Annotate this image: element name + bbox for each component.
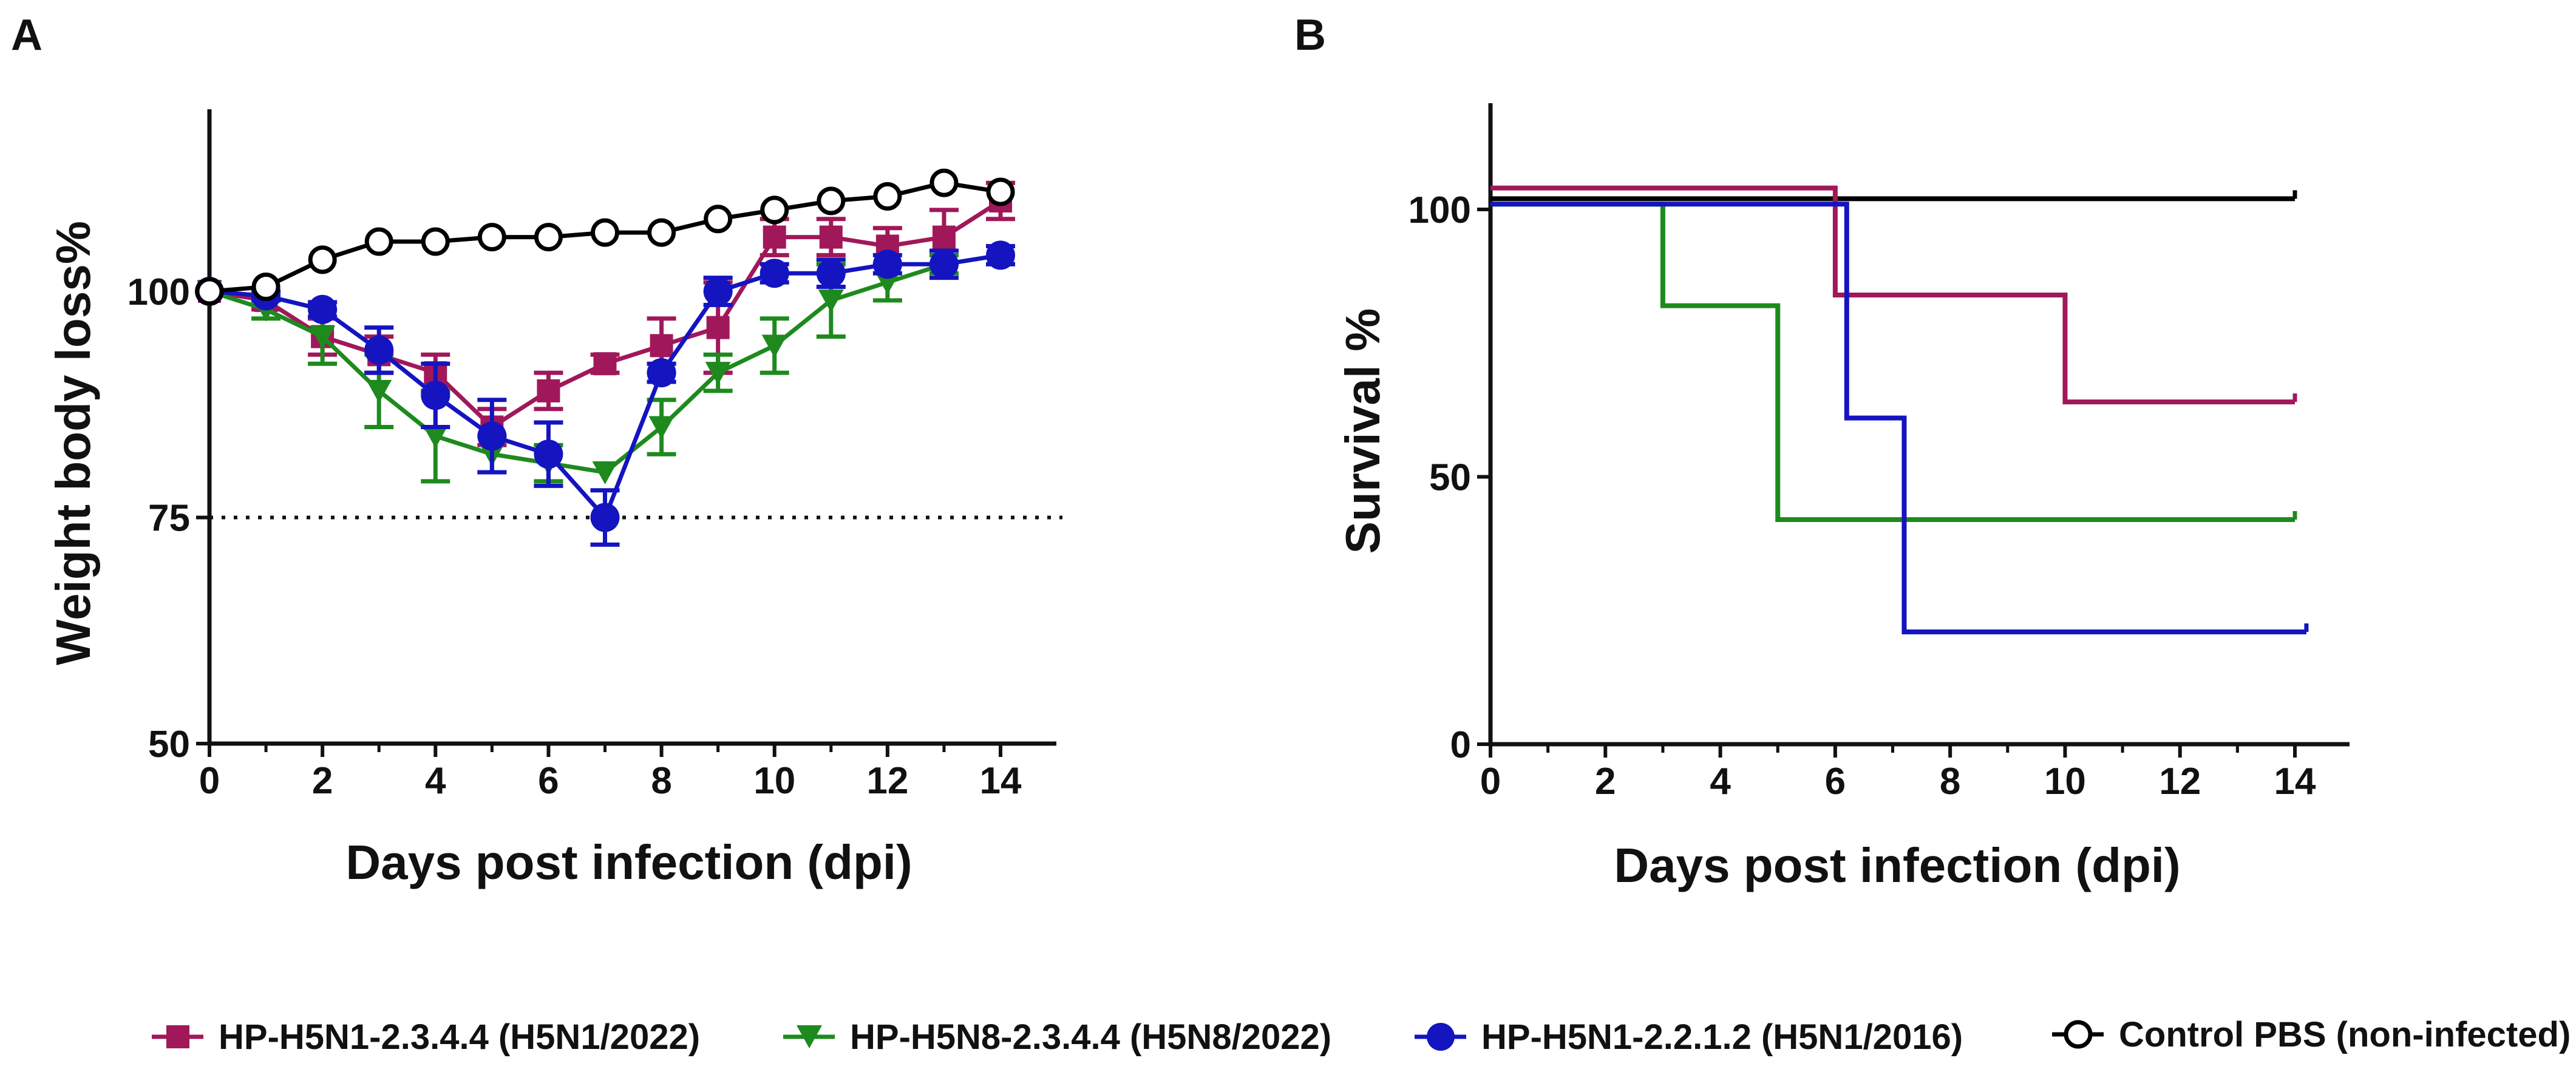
data-point <box>195 277 224 306</box>
data-point <box>873 182 902 211</box>
legend-label: Control PBS (non-infected) <box>2119 1015 2571 1054</box>
data-point <box>590 503 620 532</box>
x-tick-label: 12 <box>2159 761 2201 802</box>
x-tick-label: 4 <box>425 760 446 802</box>
survival-step-line <box>1490 202 2295 522</box>
data-point <box>592 461 618 484</box>
x-tick-label: 6 <box>1825 761 1846 802</box>
panel-label-b: B <box>1294 11 1326 59</box>
y-axis-label: Weight body loss% <box>46 221 100 665</box>
data-point <box>537 379 560 402</box>
legend-item: Control PBS (non-infected) <box>2052 1015 2571 1054</box>
x-tick-label: 8 <box>1940 761 1960 802</box>
data-point <box>477 223 506 252</box>
x-tick-label: 0 <box>199 760 220 802</box>
data-point <box>760 195 789 225</box>
data-point <box>817 186 846 215</box>
data-point <box>704 205 733 234</box>
data-point <box>591 218 619 247</box>
data-point <box>423 425 449 449</box>
survival-step-line <box>1490 185 2295 405</box>
triangle-marker-icon <box>797 1025 822 1048</box>
y-tick-label: 50 <box>148 724 190 765</box>
data-point <box>816 259 846 288</box>
legend-label: HP-H5N8-2.3.4.4 (H5N8/2022) <box>850 1017 1331 1057</box>
x-tick-label: 10 <box>753 760 795 802</box>
axes <box>1477 103 2350 758</box>
data-point <box>706 316 730 339</box>
panel-label-a: A <box>11 11 42 59</box>
x-tick-label: 10 <box>2044 761 2086 802</box>
data-point <box>308 294 338 324</box>
x-tick-label: 14 <box>2274 761 2316 802</box>
data-point <box>366 379 392 403</box>
data-point <box>703 277 733 306</box>
data-point <box>929 249 959 279</box>
x-tick-label: 4 <box>1710 761 1731 802</box>
axes <box>196 109 1056 757</box>
survival-step-line <box>1490 202 2306 634</box>
circle-marker-icon <box>1427 1023 1455 1051</box>
tick-labels: 0 2 4 6 8 10 12 14 50 75 100 <box>127 271 1022 802</box>
legend-label: HP-H5N1-2.3.4.4 (H5N1/2022) <box>219 1017 700 1057</box>
x-tick-label: 0 <box>1480 761 1501 802</box>
series-group <box>1490 185 2309 634</box>
y-tick-label: 0 <box>1450 724 1471 766</box>
data-point <box>308 245 337 274</box>
data-point <box>760 259 789 288</box>
x-tick-label: 2 <box>312 760 333 802</box>
data-point <box>818 289 844 313</box>
data-point <box>650 334 673 358</box>
y-axis-label: Survival % <box>1336 308 1390 554</box>
data-point <box>819 225 843 249</box>
survival-chart: B Survival % Days post infection (dpi) 0… <box>1294 11 2350 892</box>
data-point <box>763 225 786 249</box>
data-point <box>705 362 731 385</box>
x-tick-label: 8 <box>651 760 671 802</box>
x-axis-label: Days post infection (dpi) <box>345 835 912 889</box>
data-point <box>872 249 902 279</box>
data-point <box>421 381 450 410</box>
data-point <box>593 352 617 376</box>
x-tick-label: 2 <box>1595 761 1616 802</box>
data-point <box>929 168 959 197</box>
data-point <box>364 227 393 256</box>
y-tick-label: 100 <box>1409 189 1471 231</box>
series <box>195 168 1015 306</box>
data-point <box>534 439 563 469</box>
weight-loss-chart: A Weight body loss% Days post infection … <box>11 11 1062 889</box>
tick-labels: 0 2 4 6 8 10 12 14 0 50 100 <box>1409 189 2316 802</box>
data-point <box>647 358 676 388</box>
data-point <box>986 240 1015 270</box>
data-point <box>986 177 1015 206</box>
series-group <box>195 168 1015 547</box>
data-point <box>477 421 507 451</box>
x-tick-label: 6 <box>538 760 559 802</box>
data-point <box>310 325 336 349</box>
y-tick-label: 75 <box>148 498 190 540</box>
x-tick-label: 14 <box>980 760 1022 802</box>
legend-item: HP-H5N8-2.3.4.4 (H5N8/2022) <box>783 1017 1331 1057</box>
data-point <box>534 223 563 252</box>
x-tick-label: 12 <box>866 760 908 802</box>
data-point <box>251 273 280 302</box>
data-point <box>647 218 676 247</box>
y-tick-label: 50 <box>1429 457 1471 499</box>
legend-label: HP-H5N1-2.2.1.2 (H5N1/2016) <box>1481 1017 1963 1057</box>
y-tick-label: 100 <box>127 271 190 313</box>
legend-item: HP-H5N1-2.2.1.2 (H5N1/2016) <box>1415 1017 1963 1057</box>
data-point <box>932 225 956 249</box>
data-point <box>761 334 787 358</box>
open-circle-marker-icon <box>2064 1020 2093 1049</box>
data-point <box>648 416 675 439</box>
data-point <box>364 335 394 365</box>
data-point <box>421 227 450 256</box>
legend-item: HP-H5N1-2.3.4.4 (H5N1/2022) <box>152 1017 700 1057</box>
series <box>195 240 1015 547</box>
legend: HP-H5N1-2.3.4.4 (H5N1/2022) HP-H5N8-2.3.… <box>152 1015 2571 1057</box>
square-marker-icon <box>166 1025 189 1048</box>
x-axis-label: Days post infection (dpi) <box>1614 838 2180 892</box>
